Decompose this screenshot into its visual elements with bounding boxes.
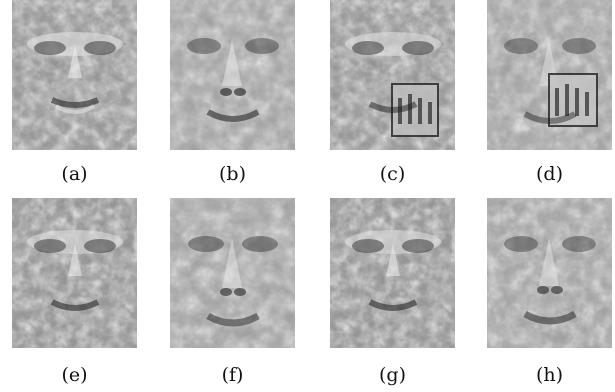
face-image-d	[487, 0, 612, 150]
face-image-g	[330, 198, 455, 348]
caption-g: (g)	[379, 364, 406, 386]
panel-f: (f)	[170, 198, 295, 392]
panel-h: (h)	[487, 198, 612, 392]
face-image-a	[12, 0, 137, 150]
caption-c: (c)	[379, 163, 406, 185]
face-image-e	[12, 198, 137, 348]
face-image-c	[330, 0, 455, 150]
panel-b: (b)	[170, 0, 295, 195]
face-image-f	[170, 198, 295, 348]
caption-h: (h)	[535, 364, 564, 386]
caption-d: (d)	[536, 163, 563, 185]
caption-f: (f)	[221, 364, 244, 386]
panel-c: (c)	[330, 0, 455, 195]
panel-d: (d)	[487, 0, 612, 195]
face-image-h	[487, 198, 612, 348]
caption-a: (a)	[61, 163, 88, 185]
panel-g: (g)	[330, 198, 455, 392]
panel-a: (a)	[12, 0, 137, 195]
panel-e: (e)	[12, 198, 137, 392]
caption-e: (e)	[61, 364, 88, 386]
caption-b: (b)	[219, 163, 246, 185]
face-image-b	[170, 0, 295, 150]
